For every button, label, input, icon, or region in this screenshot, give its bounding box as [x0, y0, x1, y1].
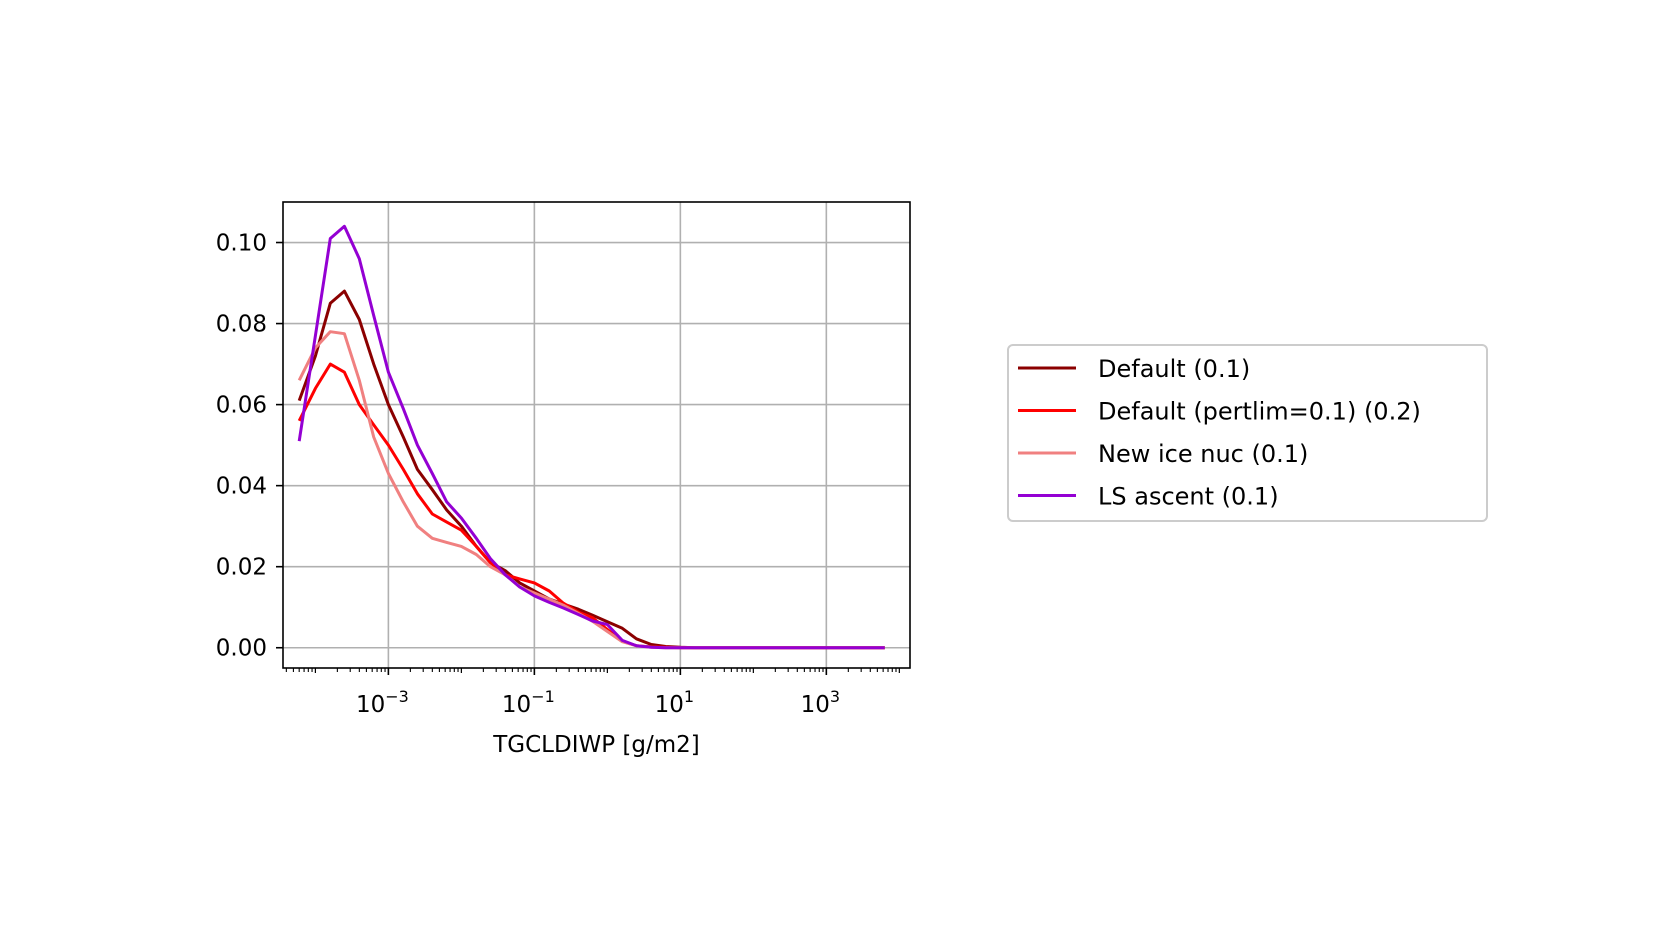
legend-label-1: Default (0.1) [1098, 355, 1250, 383]
y-tick-label: 0.08 [216, 312, 267, 338]
legend-label-3: New ice nuc (0.1) [1098, 440, 1308, 468]
series-line-3 [297, 330, 885, 650]
x-tick-label: 101 [655, 687, 694, 718]
legend-label-2: Default (pertlim=0.1) (0.2) [1098, 398, 1421, 426]
x-tick-label: 10−3 [356, 687, 409, 718]
axes-frame [282, 201, 911, 669]
y-tick-label: 0.06 [216, 393, 267, 419]
y-tick-label: 0.02 [216, 555, 267, 581]
y-axis-ticks: 0.00 0.02 0.04 0.06 0.08 0.10 [216, 231, 283, 662]
grid-lines [283, 202, 910, 668]
plot-area-lines [297, 224, 885, 650]
y-tick-label: 0.00 [216, 636, 267, 662]
legend: Default (0.1) Default (pertlim=0.1) (0.2)… [1007, 344, 1488, 522]
x-tick-label: 103 [801, 687, 840, 718]
legend-box [1007, 344, 1488, 522]
series-line-4 [297, 224, 885, 650]
legend-label-4: LS ascent (0.1) [1098, 483, 1279, 511]
x-axis-label: TGCLDIWP [g/m2] [492, 732, 700, 758]
x-tick-label: 10−1 [502, 687, 555, 718]
series-line-2 [297, 362, 885, 650]
y-tick-label: 0.10 [216, 231, 267, 257]
x-axis-ticks: 10−3 10−1 101 103 [285, 668, 900, 718]
y-tick-label: 0.04 [216, 474, 267, 500]
